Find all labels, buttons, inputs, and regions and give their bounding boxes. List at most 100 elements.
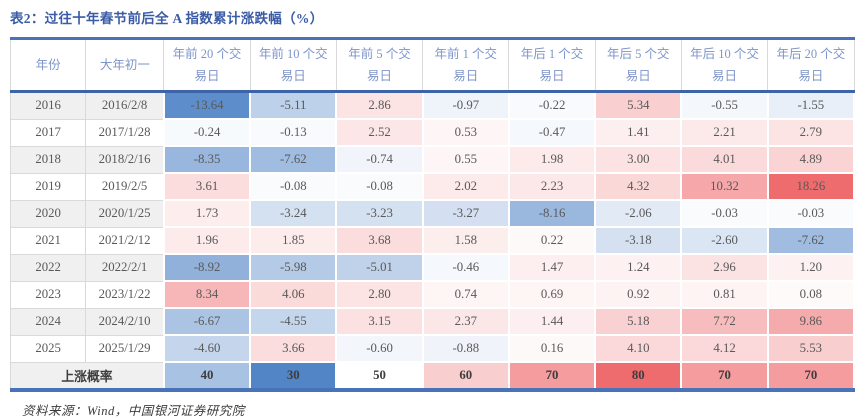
table-title: 表2：过往十年春节前后全 A 指数累计涨跌幅（%） xyxy=(10,11,324,26)
return-cell: -7.62 xyxy=(249,145,338,174)
return-cell: 3.66 xyxy=(249,334,338,363)
return-cell: 3.00 xyxy=(594,145,683,174)
lunar-new-year-date-cell: 2019/2/5 xyxy=(85,172,165,201)
return-cell: 5.34 xyxy=(594,90,683,120)
lunar-new-year-date-cell: 2020/1/25 xyxy=(85,199,165,228)
return-cell: 1.96 xyxy=(162,226,252,255)
lunar-new-year-date-cell: 2016/2/8 xyxy=(85,91,165,120)
table-row-2019: 2019 2019/2/5 3.61 -0.08 -0.08 2.02 2.23 4.32 10… xyxy=(9,172,856,201)
rise-probability-label: 上涨概率 xyxy=(9,361,165,392)
return-cell: 0.69 xyxy=(507,280,597,309)
table-row-2020: 2020 2020/1/25 1.73 -3.24 -3.23 -3.27 -8.16 -2.… xyxy=(9,199,856,228)
return-cell: 2.02 xyxy=(421,172,510,201)
return-cell: -0.08 xyxy=(335,172,424,201)
column-header-4: 年前 5 个交易日 xyxy=(335,37,424,93)
return-cell: -2.06 xyxy=(594,199,683,228)
return-cell: -1.55 xyxy=(766,90,856,120)
year-cell: 2024 xyxy=(9,307,87,336)
year-cell: 2018 xyxy=(9,145,87,174)
table-row-2021: 2021 2021/2/12 1.96 1.85 3.68 1.58 0.22 -3.18 -2… xyxy=(9,226,856,255)
return-cell: 0.16 xyxy=(507,334,597,363)
return-cell: 4.01 xyxy=(680,145,769,174)
return-cell: 1.58 xyxy=(421,226,510,255)
return-cell: -4.60 xyxy=(162,334,252,363)
return-cell: -4.55 xyxy=(249,307,338,336)
column-header-7: 年后 5 个交易日 xyxy=(594,37,682,93)
return-cell: -8.16 xyxy=(507,199,597,228)
return-cell: 1.85 xyxy=(249,226,338,255)
year-cell: 2016 xyxy=(9,91,87,120)
return-cell: 4.32 xyxy=(594,172,683,201)
return-cell: -0.03 xyxy=(766,199,856,228)
column-header-3: 年前 10 个交易日 xyxy=(249,37,337,93)
return-cell: 0.74 xyxy=(421,280,510,309)
rise-probability-cell: 70 xyxy=(680,361,769,392)
return-cell: 2.86 xyxy=(335,90,424,120)
return-cell: 5.53 xyxy=(766,334,856,363)
return-cell: 1.24 xyxy=(594,253,683,282)
source-note: 资料来源：Wind，中国银河证券研究院 xyxy=(22,404,245,418)
return-cell: 9.86 xyxy=(766,307,856,336)
return-cell: 3.61 xyxy=(162,172,252,201)
return-cell: -0.47 xyxy=(507,118,597,147)
return-cell: -0.60 xyxy=(335,334,424,363)
return-cell: 4.06 xyxy=(249,280,338,309)
return-cell: -0.22 xyxy=(507,90,597,120)
return-cell: 2.79 xyxy=(766,118,856,147)
table-row-2023: 2023 2023/1/22 8.34 4.06 2.80 0.74 0.69 0.92 0.8… xyxy=(9,280,856,309)
return-cell: -0.24 xyxy=(162,118,252,147)
rise-probability-row: 上涨概率 40 30 50 60 70 80 70 70 xyxy=(9,361,856,392)
return-cell: 4.89 xyxy=(766,145,856,174)
return-cell: 1.44 xyxy=(507,307,597,336)
return-cell: 2.52 xyxy=(335,118,424,147)
return-cell: 1.73 xyxy=(162,199,252,228)
return-cell: -0.08 xyxy=(249,172,338,201)
rise-probability-cell: 80 xyxy=(594,361,683,392)
return-cell: -3.23 xyxy=(335,199,424,228)
lunar-new-year-date-cell: 2018/2/16 xyxy=(85,145,165,174)
return-cell: -13.64 xyxy=(162,90,252,120)
return-cell: -3.27 xyxy=(421,199,510,228)
return-cell: 2.96 xyxy=(680,253,769,282)
column-header-2: 年前 20 个交易日 xyxy=(163,37,251,93)
return-cell: 10.32 xyxy=(680,172,769,201)
table-header-row: 年份 大年初一 年前 20 个交易日 年前 10 个交易日 年前 5 个交易日 年前 1 … xyxy=(9,37,855,93)
year-cell: 2019 xyxy=(9,172,87,201)
return-cell: -5.01 xyxy=(335,253,424,282)
return-cell: -0.97 xyxy=(421,90,510,120)
return-cell: -5.98 xyxy=(249,253,338,282)
spring-festival-returns-table: 年份 大年初一 年前 20 个交易日 年前 10 个交易日 年前 5 个交易日 年前 1 … xyxy=(9,37,856,392)
return-cell: 2.23 xyxy=(507,172,597,201)
return-cell: 0.81 xyxy=(680,280,769,309)
return-cell: 1.41 xyxy=(594,118,683,147)
rise-probability-cell: 30 xyxy=(249,361,338,392)
return-cell: 0.92 xyxy=(594,280,683,309)
return-cell: 3.15 xyxy=(335,307,424,336)
return-cell: 0.53 xyxy=(421,118,510,147)
return-cell: 1.47 xyxy=(507,253,597,282)
rise-probability-cell: 60 xyxy=(421,361,510,392)
return-cell: 0.22 xyxy=(507,226,597,255)
return-cell: 2.21 xyxy=(680,118,769,147)
return-cell: -8.35 xyxy=(162,145,252,174)
column-header-8: 年后 10 个交易日 xyxy=(680,37,769,93)
column-header-1: 大年初一 xyxy=(85,37,165,93)
table-row-2022: 2022 2022/2/1 -8.92 -5.98 -5.01 -0.46 1.47 1.24… xyxy=(9,253,856,282)
return-cell: -0.03 xyxy=(680,199,769,228)
return-cell: 2.37 xyxy=(421,307,510,336)
table-row-2017: 2017 2017/1/28 -0.24 -0.13 2.52 0.53 -0.47 1.41… xyxy=(9,118,856,147)
return-cell: 8.34 xyxy=(162,280,252,309)
year-cell: 2020 xyxy=(9,199,87,228)
table-row-2016: 2016 2016/2/8 -13.64 -5.11 2.86 -0.97 -0.22 5.3… xyxy=(9,90,856,120)
return-cell: 0.55 xyxy=(421,145,510,174)
table-row-2018: 2018 2018/2/16 -8.35 -7.62 -0.74 0.55 1.98 3.00… xyxy=(9,145,856,174)
return-cell: -0.13 xyxy=(249,118,338,147)
return-cell: 1.20 xyxy=(766,253,856,282)
return-cell: 0.08 xyxy=(766,280,856,309)
lunar-new-year-date-cell: 2023/1/22 xyxy=(85,280,165,309)
return-cell: -7.62 xyxy=(766,226,856,255)
return-cell: -6.67 xyxy=(162,307,252,336)
table-row-2025: 2025 2025/1/29 -4.60 3.66 -0.60 -0.88 0.16 4.10… xyxy=(9,334,856,363)
return-cell: -0.74 xyxy=(335,145,424,174)
return-cell: 7.72 xyxy=(680,307,769,336)
